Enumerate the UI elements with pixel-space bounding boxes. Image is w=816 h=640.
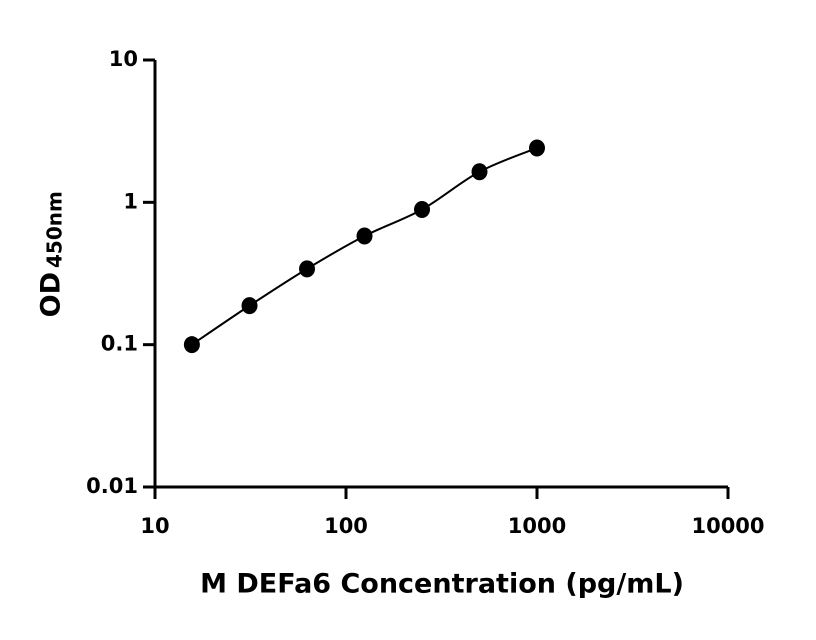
- y-axis-title-group: OD 450nm: [36, 191, 67, 317]
- x-tick-label: 10000: [691, 514, 764, 538]
- data-point: [529, 139, 545, 156]
- data-point: [472, 163, 488, 180]
- x-axis-title: M DEFa6 Concentration (pg/mL): [200, 569, 684, 600]
- x-tick-label: 100: [324, 514, 368, 538]
- y-tick-label: 0.01: [86, 474, 138, 498]
- y-axis-title: OD: [36, 272, 67, 317]
- x-tick-label: 1000: [508, 514, 566, 538]
- data-point: [414, 201, 430, 218]
- data-point: [299, 260, 315, 277]
- x-tick-label: 10: [140, 514, 169, 538]
- y-tick-label: 10: [109, 47, 138, 71]
- y-axis-subscript: 450nm: [43, 191, 67, 268]
- data-point: [242, 297, 258, 314]
- data-point: [357, 228, 373, 245]
- data-point: [184, 336, 200, 353]
- y-tick-label: 1: [123, 189, 138, 213]
- y-tick-label: 0.1: [101, 332, 138, 356]
